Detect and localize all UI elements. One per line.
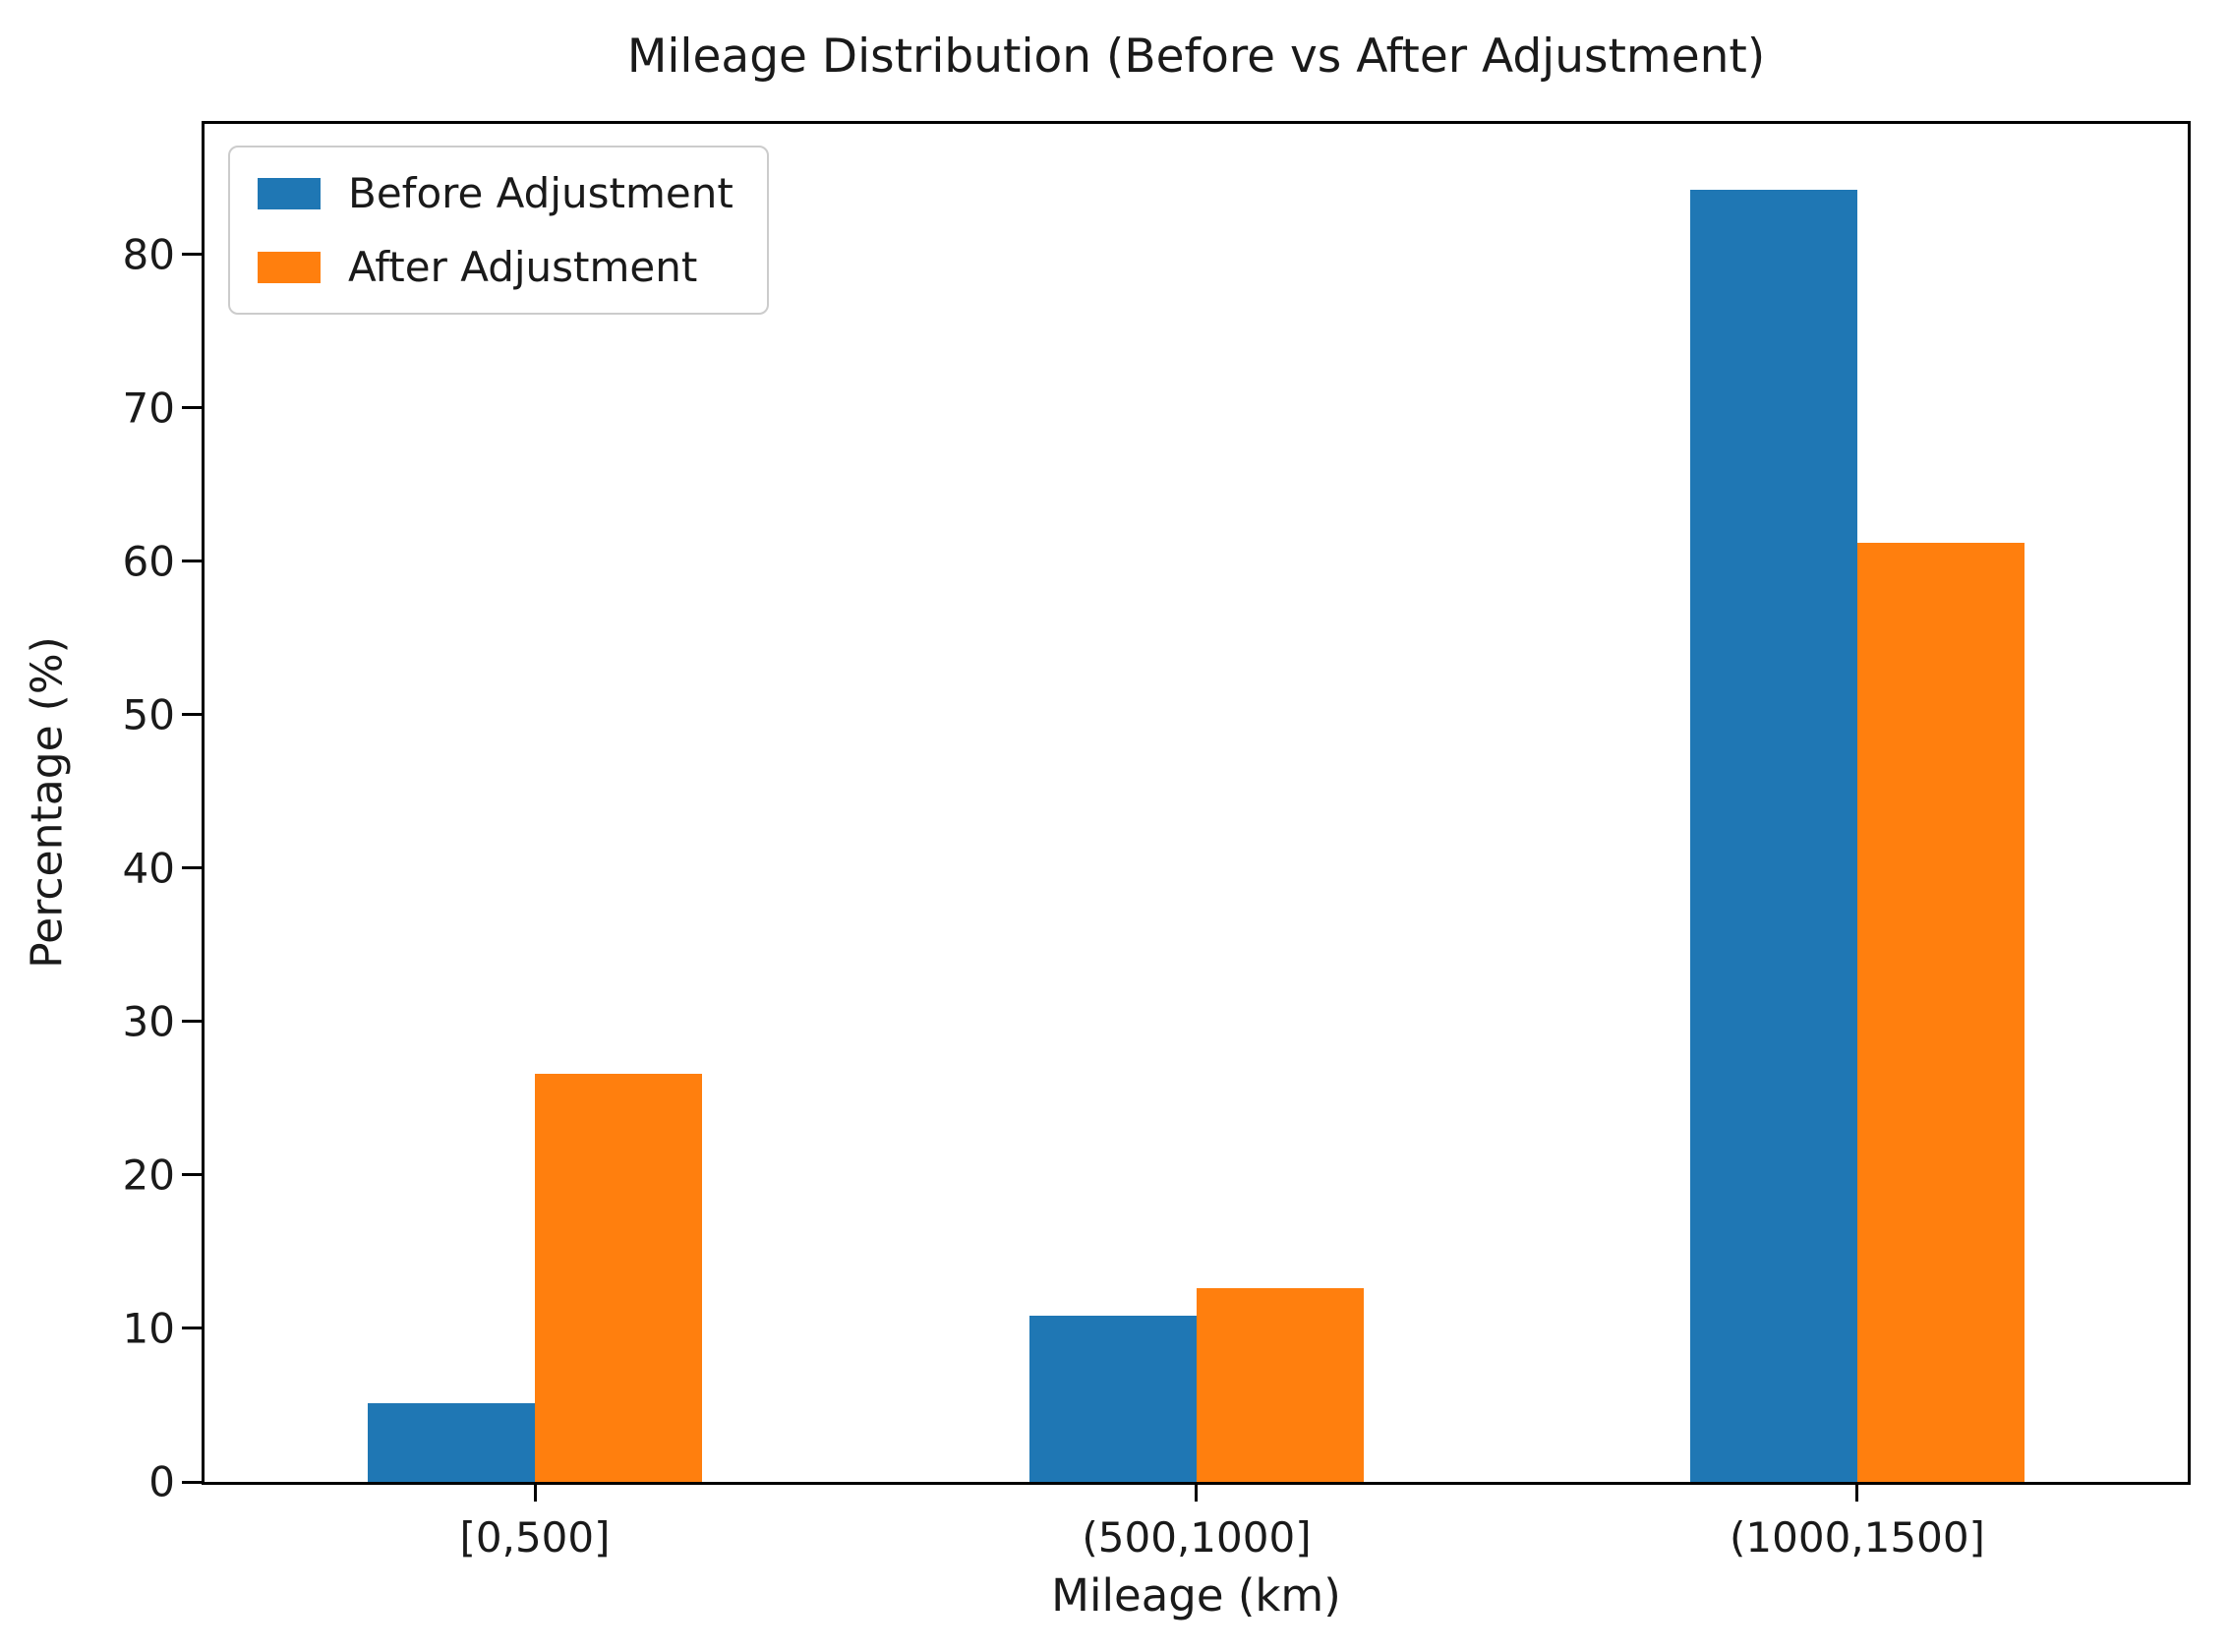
legend-label: Before Adjustment (348, 169, 734, 217)
bar-after-adjustment-2 (1197, 1288, 1364, 1482)
bar-after-adjustment-3 (1857, 543, 2025, 1482)
y-tick-mark (182, 1020, 202, 1024)
plot-area: Before Adjustment After Adjustment 0 10 20 3… (123, 121, 2191, 1562)
y-axis-label: Percentage (%) (22, 636, 73, 969)
x-axis-label: Mileage (km) (1051, 1569, 1341, 1622)
y-tick-label: 40 (122, 844, 175, 893)
legend: Before Adjustment After Adjustment (228, 146, 769, 315)
x-tick-label: (500,1000] (1082, 1513, 1312, 1562)
y-tick-mark (182, 866, 202, 870)
y-tick-mark (182, 560, 202, 563)
y-tick-label: 70 (122, 384, 175, 433)
y-tick-mark (182, 406, 202, 410)
x-tick-label: [0,500] (459, 1513, 611, 1562)
legend-swatch-icon (258, 251, 321, 283)
y-tick-label: 50 (122, 690, 175, 739)
legend-swatch-icon (258, 177, 321, 209)
x-tick-mark (1195, 1482, 1198, 1502)
y-tick-label: 20 (122, 1150, 175, 1200)
y-tick-mark (182, 253, 202, 257)
bar-before-adjustment-3 (1690, 190, 1857, 1482)
bar-before-adjustment-2 (1029, 1316, 1197, 1482)
y-tick-label: 0 (148, 1457, 175, 1506)
y-tick-label: 80 (122, 230, 175, 279)
legend-item: After Adjustment (258, 243, 734, 291)
y-tick-mark (182, 1327, 202, 1330)
x-tick-mark (1855, 1482, 1858, 1502)
y-tick-mark (182, 1480, 202, 1484)
y-tick-label: 30 (122, 997, 175, 1046)
legend-label: After Adjustment (348, 243, 698, 291)
legend-item: Before Adjustment (258, 169, 734, 217)
x-tick-mark (534, 1482, 537, 1502)
y-tick-mark (182, 1173, 202, 1177)
chart-title: Mileage Distribution (Before vs After Ad… (626, 30, 1766, 84)
y-tick-label: 10 (122, 1304, 175, 1353)
y-tick-mark (182, 713, 202, 717)
bar-after-adjustment-1 (535, 1074, 702, 1482)
y-tick-label: 60 (122, 537, 175, 586)
bar-before-adjustment-1 (368, 1403, 535, 1482)
x-tick-label: (1000,1500] (1730, 1513, 1985, 1562)
